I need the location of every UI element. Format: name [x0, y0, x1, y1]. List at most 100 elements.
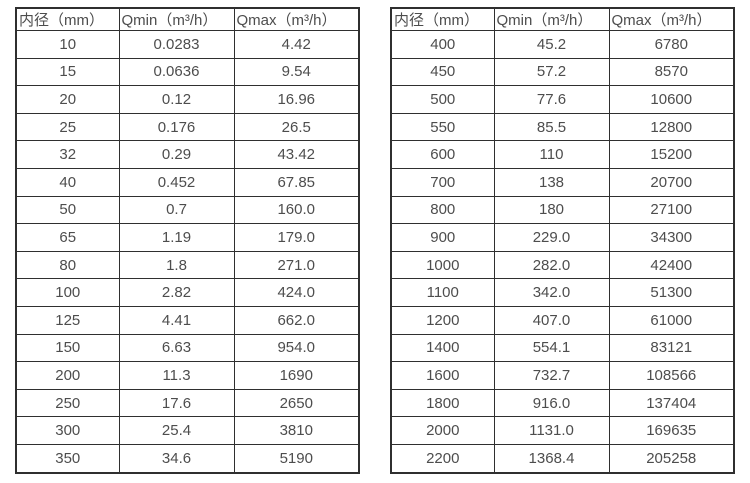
table-cell: 1131.0	[493, 416, 610, 445]
table-cell: 1368.4	[493, 443, 610, 474]
table-row: 1100 342.0 51300	[390, 278, 735, 307]
table-cell: 1400	[390, 333, 495, 363]
table-cell: 916.0	[493, 388, 610, 418]
table-cell: 80	[15, 250, 120, 280]
table-cell: 50	[15, 195, 120, 225]
table-cell: 1.19	[118, 223, 235, 252]
table-row: 700 138 20700	[390, 167, 735, 197]
table-cell: 205258	[608, 443, 735, 474]
table-cell: 0.7	[118, 195, 235, 225]
table-cell: 3810	[233, 416, 360, 445]
table-cell: 17.6	[118, 388, 235, 418]
table-body: 10 0.0283 4.42 15 0.0636 9.54 20 0.12 16.96 25 0.1…	[15, 30, 360, 474]
table-cell: 1200	[390, 305, 495, 335]
table-cell: 8570	[608, 57, 735, 87]
table-cell: 2650	[233, 388, 360, 418]
table-cell: 25.4	[118, 416, 235, 445]
table-cell: 424.0	[233, 278, 360, 307]
table-row: 65 1.19 179.0	[15, 223, 360, 252]
table-header: 内径（mm） Qmin（m³/h） Qmax（m³/h）	[390, 7, 735, 31]
table-cell: 160.0	[233, 195, 360, 225]
table-cell: 700	[390, 167, 495, 197]
table-cell: 61000	[608, 305, 735, 335]
table-cell: 550	[390, 112, 495, 142]
table-cell: 0.29	[118, 140, 235, 169]
table-row: 600 110 15200	[390, 140, 735, 169]
table-cell: 400	[390, 30, 495, 59]
table-row: 32 0.29 43.42	[15, 140, 360, 169]
table-row: 80 1.8 271.0	[15, 250, 360, 280]
table-cell: 350	[15, 443, 120, 474]
table-cell: 0.0636	[118, 57, 235, 87]
table-cell: 0.0283	[118, 30, 235, 59]
table-cell: 0.452	[118, 167, 235, 197]
table-cell: 20700	[608, 167, 735, 197]
table-cell: 83121	[608, 333, 735, 363]
table-cell: 77.6	[493, 85, 610, 114]
column-header-inner-diameter: 内径（mm）	[15, 7, 120, 31]
table-row: 800 180 27100	[390, 195, 735, 225]
table-cell: 138	[493, 167, 610, 197]
table-cell: 85.5	[493, 112, 610, 142]
flow-table-small-diameters: 内径（mm） Qmin（m³/h） Qmax（m³/h） 10 0.0283 4.4…	[15, 7, 360, 474]
table-row: 500 77.6 10600	[390, 85, 735, 114]
table-cell: 2.82	[118, 278, 235, 307]
table-row: 200 11.3 1690	[15, 361, 360, 390]
table-row: 1600 732.7 108566	[390, 361, 735, 390]
table-cell: 554.1	[493, 333, 610, 363]
column-header-qmin: Qmin（m³/h）	[118, 7, 235, 31]
table-cell: 6780	[608, 30, 735, 59]
table-cell: 42400	[608, 250, 735, 280]
table-row: 450 57.2 8570	[390, 57, 735, 87]
table-cell: 1800	[390, 388, 495, 418]
table-row: 15 0.0636 9.54	[15, 57, 360, 87]
table-cell: 1600	[390, 361, 495, 390]
table-cell: 67.85	[233, 167, 360, 197]
table-cell: 800	[390, 195, 495, 225]
table-row: 1200 407.0 61000	[390, 305, 735, 335]
table-row: 2000 1131.0 169635	[390, 416, 735, 445]
table-cell: 27100	[608, 195, 735, 225]
table-cell: 10600	[608, 85, 735, 114]
table-cell: 179.0	[233, 223, 360, 252]
table-cell: 229.0	[493, 223, 610, 252]
table-row: 20 0.12 16.96	[15, 85, 360, 114]
table-cell: 732.7	[493, 361, 610, 390]
table-cell: 1000	[390, 250, 495, 280]
table-cell: 662.0	[233, 305, 360, 335]
table-cell: 110	[493, 140, 610, 169]
table-row: 50 0.7 160.0	[15, 195, 360, 225]
table-cell: 34.6	[118, 443, 235, 474]
table-cell: 150	[15, 333, 120, 363]
table-cell: 25	[15, 112, 120, 142]
table-cell: 4.42	[233, 30, 360, 59]
table-cell: 954.0	[233, 333, 360, 363]
column-header-qmax: Qmax（m³/h）	[608, 7, 735, 31]
table-cell: 4.41	[118, 305, 235, 335]
table-row: 2200 1368.4 205258	[390, 443, 735, 474]
table-cell: 9.54	[233, 57, 360, 87]
header-row: 内径（mm） Qmin（m³/h） Qmax（m³/h）	[15, 7, 360, 31]
table-row: 350 34.6 5190	[15, 443, 360, 474]
table-row: 10 0.0283 4.42	[15, 30, 360, 59]
table-cell: 1690	[233, 361, 360, 390]
table-cell: 2000	[390, 416, 495, 445]
table-cell: 300	[15, 416, 120, 445]
table-body: 400 45.2 6780 450 57.2 8570 500 77.6 10600 550 85.…	[390, 30, 735, 474]
table-row: 900 229.0 34300	[390, 223, 735, 252]
table-cell: 1100	[390, 278, 495, 307]
table-cell: 15200	[608, 140, 735, 169]
table-cell: 57.2	[493, 57, 610, 87]
header-row: 内径（mm） Qmin（m³/h） Qmax（m³/h）	[390, 7, 735, 31]
column-header-qmax: Qmax（m³/h）	[233, 7, 360, 31]
table-row: 125 4.41 662.0	[15, 305, 360, 335]
table-cell: 282.0	[493, 250, 610, 280]
table-cell: 15	[15, 57, 120, 87]
table-cell: 43.42	[233, 140, 360, 169]
table-cell: 169635	[608, 416, 735, 445]
table-cell: 271.0	[233, 250, 360, 280]
table-cell: 12800	[608, 112, 735, 142]
table-cell: 137404	[608, 388, 735, 418]
table-cell: 51300	[608, 278, 735, 307]
